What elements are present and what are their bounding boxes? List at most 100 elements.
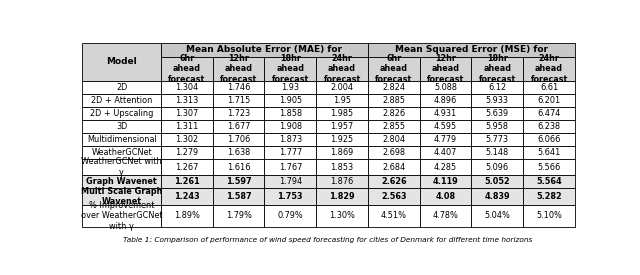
Bar (212, 133, 264, 146)
Bar (264, 175, 316, 188)
Bar (472, 107, 524, 120)
Bar (161, 146, 212, 159)
Text: 2.826: 2.826 (382, 109, 405, 118)
Bar (83, 43, 161, 81)
Bar (316, 57, 368, 81)
Bar (212, 205, 264, 227)
Text: 1.616: 1.616 (227, 163, 250, 172)
Bar (161, 107, 212, 120)
Text: 4.119: 4.119 (433, 177, 458, 186)
Bar (472, 57, 524, 81)
Bar (316, 188, 368, 205)
Text: 1.985: 1.985 (330, 109, 354, 118)
Bar (524, 205, 575, 227)
Text: 4.896: 4.896 (434, 96, 457, 105)
Bar (161, 133, 212, 146)
Bar (83, 205, 161, 227)
Bar (212, 175, 264, 188)
Text: 24hr
ahead
forecast: 24hr ahead forecast (323, 54, 361, 84)
Text: Mean Squared Error (MSE) for: Mean Squared Error (MSE) for (395, 45, 548, 54)
Bar (368, 43, 575, 57)
Text: 12hr
ahead
forecast: 12hr ahead forecast (427, 54, 464, 84)
Bar (368, 94, 420, 107)
Text: 1.93: 1.93 (281, 83, 300, 92)
Text: 1.829: 1.829 (329, 192, 355, 201)
Text: 1.777: 1.777 (278, 148, 302, 157)
Text: 5.052: 5.052 (484, 177, 510, 186)
Bar (264, 159, 316, 175)
Text: 4.931: 4.931 (434, 109, 457, 118)
Bar (83, 94, 161, 107)
Text: 5.641: 5.641 (538, 148, 561, 157)
Bar (212, 120, 264, 133)
Bar (161, 43, 368, 57)
Text: 4.595: 4.595 (434, 122, 457, 131)
Bar (472, 205, 524, 227)
Text: 1.261: 1.261 (174, 177, 200, 186)
Text: 6.12: 6.12 (488, 83, 506, 92)
Bar (524, 107, 575, 120)
Text: 1.89%: 1.89% (174, 211, 200, 221)
Bar (368, 57, 420, 81)
Text: 5.773: 5.773 (486, 135, 509, 144)
Text: 1.267: 1.267 (175, 163, 198, 172)
Text: 1.876: 1.876 (330, 177, 354, 186)
Text: 2.626: 2.626 (381, 177, 406, 186)
Bar (264, 205, 316, 227)
Bar (264, 57, 316, 81)
Text: 4.839: 4.839 (484, 192, 510, 201)
Bar (161, 159, 212, 175)
Text: 1.30%: 1.30% (329, 211, 355, 221)
Bar (316, 81, 368, 94)
Text: 2.563: 2.563 (381, 192, 406, 201)
Bar (472, 133, 524, 146)
Bar (161, 94, 212, 107)
Bar (212, 81, 264, 94)
Text: 24hr
ahead
forecast: 24hr ahead forecast (531, 54, 568, 84)
Bar (472, 175, 524, 188)
Bar (420, 188, 472, 205)
Bar (420, 133, 472, 146)
Bar (368, 188, 420, 205)
Bar (264, 133, 316, 146)
Text: 1.597: 1.597 (226, 177, 252, 186)
Text: WeatherGCNet: WeatherGCNet (92, 148, 152, 157)
Text: 1.313: 1.313 (175, 96, 198, 105)
Bar (368, 120, 420, 133)
Bar (316, 205, 368, 227)
Bar (316, 120, 368, 133)
Bar (368, 146, 420, 159)
Text: 1.587: 1.587 (226, 192, 252, 201)
Bar (368, 159, 420, 175)
Text: 1.746: 1.746 (227, 83, 250, 92)
Text: 2.855: 2.855 (382, 122, 405, 131)
Bar (420, 175, 472, 188)
Bar (212, 188, 264, 205)
Text: 6.066: 6.066 (538, 135, 561, 144)
Text: 2D + Upscaling: 2D + Upscaling (90, 109, 154, 118)
Bar (472, 188, 524, 205)
Bar (212, 94, 264, 107)
Bar (212, 159, 264, 175)
Bar (420, 146, 472, 159)
Text: 2.698: 2.698 (382, 148, 405, 157)
Text: 2.804: 2.804 (382, 135, 405, 144)
Text: 1.677: 1.677 (227, 122, 250, 131)
Text: 6.201: 6.201 (538, 96, 561, 105)
Text: Mean Absolute Error (MAE) for: Mean Absolute Error (MAE) for (186, 45, 342, 54)
Bar (472, 94, 524, 107)
Text: 5.088: 5.088 (434, 83, 457, 92)
Text: 2.824: 2.824 (382, 83, 405, 92)
Text: 12hr
ahead
forecast: 12hr ahead forecast (220, 54, 257, 84)
Text: 1.873: 1.873 (278, 135, 302, 144)
Bar (264, 81, 316, 94)
Bar (368, 175, 420, 188)
Bar (368, 81, 420, 94)
Text: 1.243: 1.243 (174, 192, 200, 201)
Text: 4.78%: 4.78% (433, 211, 458, 221)
Text: 4.407: 4.407 (434, 148, 457, 157)
Text: 6.238: 6.238 (538, 122, 561, 131)
Bar (472, 120, 524, 133)
Bar (316, 175, 368, 188)
Text: 5.282: 5.282 (536, 192, 562, 201)
